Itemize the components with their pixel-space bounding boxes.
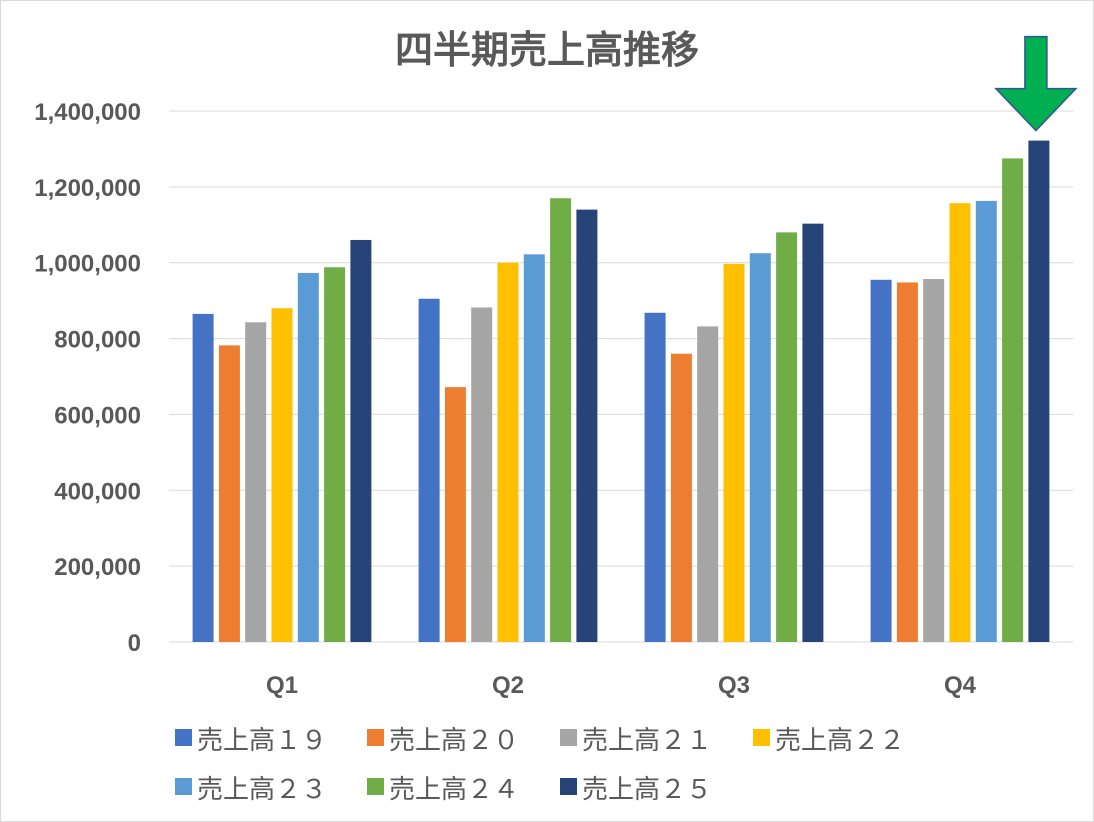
bar	[245, 322, 267, 642]
bars	[192, 140, 1050, 643]
legend-swatch	[560, 729, 577, 746]
legend: 売上高１９ 売上高２０ 売上高２１ 売上高２２ 売上高２３ 売上高２４ 売上高２５	[175, 726, 905, 805]
chart-title: 四半期売上高推移	[395, 28, 699, 72]
legend-label: 売上高２３	[197, 775, 327, 805]
legend-item: 売上高２０	[367, 726, 519, 756]
legend-swatch	[175, 778, 192, 795]
bar	[218, 345, 240, 642]
x-tick-label: Q3	[718, 672, 750, 699]
x-tick-label: Q2	[492, 672, 524, 699]
bar	[444, 387, 466, 642]
legend-label: 売上高２５	[582, 775, 712, 805]
x-tick-label: Q4	[944, 672, 977, 699]
legend-swatch	[175, 729, 192, 746]
bar	[975, 200, 997, 642]
y-tick-label: 800,000	[54, 327, 141, 354]
bar	[497, 262, 519, 642]
legend-item: 売上高２２	[753, 726, 905, 756]
y-axis-ticks: 0 200,000 400,000 600,000 800,000 1,000,000 1,…	[34, 99, 141, 657]
y-tick-label: 1,200,000	[34, 175, 141, 202]
bar	[350, 239, 372, 642]
down-arrow-icon	[994, 35, 1078, 132]
bar	[576, 209, 598, 642]
bar	[802, 223, 824, 642]
legend-item: 売上高２４	[367, 775, 519, 805]
bar	[1028, 140, 1050, 642]
bar	[1002, 158, 1024, 643]
legend-swatch	[367, 729, 384, 746]
legend-swatch	[367, 778, 384, 795]
bar	[192, 313, 214, 642]
bar	[297, 272, 319, 642]
bar	[523, 254, 545, 642]
x-tick-label: Q1	[266, 672, 298, 699]
bar	[471, 307, 493, 642]
legend-swatch	[560, 778, 577, 795]
legend-swatch	[753, 729, 770, 746]
gridlines	[169, 110, 1073, 643]
bar	[776, 232, 798, 642]
legend-item: 売上高２１	[560, 726, 712, 756]
legend-label: 売上高１９	[197, 726, 327, 756]
x-axis-ticks: Q1 Q2 Q3 Q4	[266, 672, 977, 699]
bar	[949, 203, 971, 642]
bar	[324, 267, 346, 642]
legend-item: 売上高２５	[560, 775, 712, 805]
y-tick-label: 200,000	[54, 554, 141, 581]
bar	[896, 282, 918, 642]
bar	[550, 198, 572, 642]
bar	[697, 326, 719, 642]
legend-label: 売上高２１	[582, 726, 712, 756]
bar	[870, 279, 892, 642]
y-tick-label: 0	[128, 630, 141, 657]
legend-item: 売上高１９	[175, 726, 327, 756]
legend-label: 売上高２２	[775, 726, 905, 756]
bar	[670, 353, 692, 642]
bar	[644, 312, 666, 642]
y-tick-label: 1,400,000	[34, 99, 141, 126]
y-tick-label: 1,000,000	[34, 251, 141, 278]
legend-label: 売上高２０	[389, 726, 519, 756]
y-tick-label: 600,000	[54, 402, 141, 429]
bar	[723, 263, 745, 642]
annotation	[994, 35, 1078, 132]
bar	[271, 308, 293, 642]
legend-item: 売上高２３	[175, 775, 327, 805]
bar	[418, 298, 440, 642]
bar	[749, 253, 771, 642]
y-tick-label: 400,000	[54, 478, 141, 505]
bar	[923, 279, 945, 642]
legend-label: 売上高２４	[389, 775, 519, 805]
